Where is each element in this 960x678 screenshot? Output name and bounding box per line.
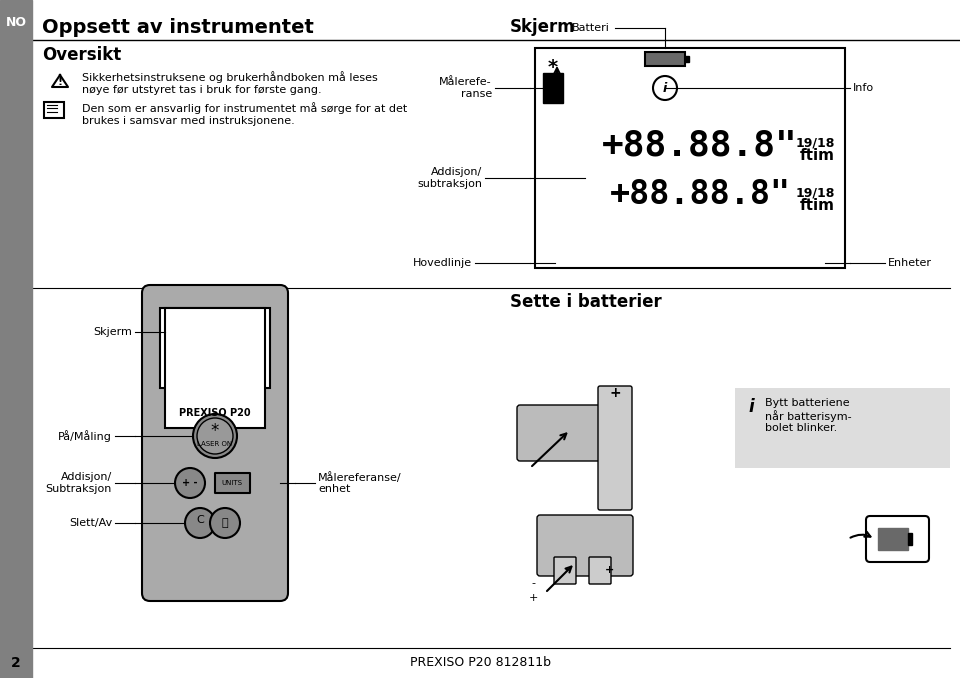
Text: NO: NO — [6, 16, 27, 29]
Text: *: * — [548, 58, 558, 77]
Text: Enheter: Enheter — [888, 258, 932, 268]
Text: Batteri: Batteri — [572, 23, 610, 33]
Text: Skjerm: Skjerm — [93, 327, 132, 337]
Bar — [0, 0, 32, 678]
FancyBboxPatch shape — [554, 557, 576, 584]
FancyBboxPatch shape — [142, 285, 288, 601]
Text: C: C — [196, 515, 204, 525]
Text: + -: + - — [182, 478, 198, 488]
Text: ftim: ftim — [800, 198, 834, 213]
Text: Addisjon/
Subtraksjon: Addisjon/ Subtraksjon — [46, 472, 112, 494]
Bar — [543, 73, 563, 103]
Text: i: i — [748, 398, 754, 416]
FancyBboxPatch shape — [517, 405, 603, 461]
Circle shape — [210, 508, 240, 538]
Circle shape — [653, 76, 677, 100]
Bar — [645, 52, 685, 66]
Text: Slett/Av: Slett/Av — [69, 518, 112, 528]
Bar — [735, 388, 950, 468]
Bar — [44, 102, 64, 118]
Text: !: ! — [58, 77, 62, 87]
Bar — [215, 473, 250, 493]
Text: +88.88.8": +88.88.8" — [610, 178, 791, 211]
Text: Målerefe-
ranse: Målerefe- ranse — [440, 77, 492, 99]
Bar — [878, 528, 908, 550]
Text: Sette i batterier: Sette i batterier — [510, 293, 661, 311]
Polygon shape — [52, 75, 68, 87]
Text: -: - — [564, 565, 569, 575]
Text: 2: 2 — [12, 656, 21, 670]
Bar — [160, 308, 270, 388]
FancyBboxPatch shape — [589, 557, 611, 584]
Text: PREXISO P20: PREXISO P20 — [180, 408, 251, 418]
Text: PREXISO P20 812811b: PREXISO P20 812811b — [410, 656, 550, 669]
Text: *: * — [211, 422, 219, 440]
Circle shape — [193, 414, 237, 458]
Text: i: i — [662, 81, 667, 94]
Bar — [908, 533, 912, 545]
Text: +: + — [610, 386, 621, 400]
Text: Hovedlinje: Hovedlinje — [413, 258, 472, 268]
Text: Info: Info — [853, 83, 875, 93]
Text: Skjerm: Skjerm — [510, 18, 576, 36]
Text: ftim: ftim — [800, 148, 834, 163]
FancyBboxPatch shape — [537, 515, 633, 576]
Text: Oversikt: Oversikt — [42, 46, 121, 64]
Text: Sikkerhetsinstruksene og brukerhåndboken må leses
nøye før utstyret tas i bruk f: Sikkerhetsinstruksene og brukerhåndboken… — [82, 71, 377, 94]
Text: +: + — [606, 565, 614, 575]
Text: ⏻: ⏻ — [222, 518, 228, 528]
Text: 19/18: 19/18 — [795, 136, 834, 149]
Text: Bytt batteriene
når batterisym-
bolet blinker.: Bytt batteriene når batterisym- bolet bl… — [765, 398, 852, 433]
Text: Målereferanse/
enhet: Målereferanse/ enhet — [318, 472, 401, 494]
Bar — [165, 308, 265, 428]
Bar — [535, 48, 845, 268]
Text: 19/18: 19/18 — [795, 186, 834, 199]
Text: LASER ON: LASER ON — [198, 441, 232, 447]
Text: Den som er ansvarlig for instrumentet må sørge for at det
brukes i samsvar med i: Den som er ansvarlig for instrumentet må… — [82, 102, 407, 125]
Circle shape — [185, 508, 215, 538]
Circle shape — [175, 468, 205, 498]
FancyBboxPatch shape — [598, 386, 632, 510]
Text: Oppsett av instrumentet: Oppsett av instrumentet — [42, 18, 314, 37]
Text: Addisjon/
subtraksjon: Addisjon/ subtraksjon — [417, 167, 482, 188]
Text: -: - — [531, 578, 535, 588]
Text: På/Måling: På/Måling — [59, 430, 112, 442]
Text: +: + — [528, 593, 538, 603]
Bar — [685, 56, 689, 62]
Text: +88.88.8": +88.88.8" — [602, 128, 798, 162]
Text: UNITS: UNITS — [222, 480, 243, 486]
Circle shape — [197, 418, 233, 454]
FancyBboxPatch shape — [866, 516, 929, 562]
